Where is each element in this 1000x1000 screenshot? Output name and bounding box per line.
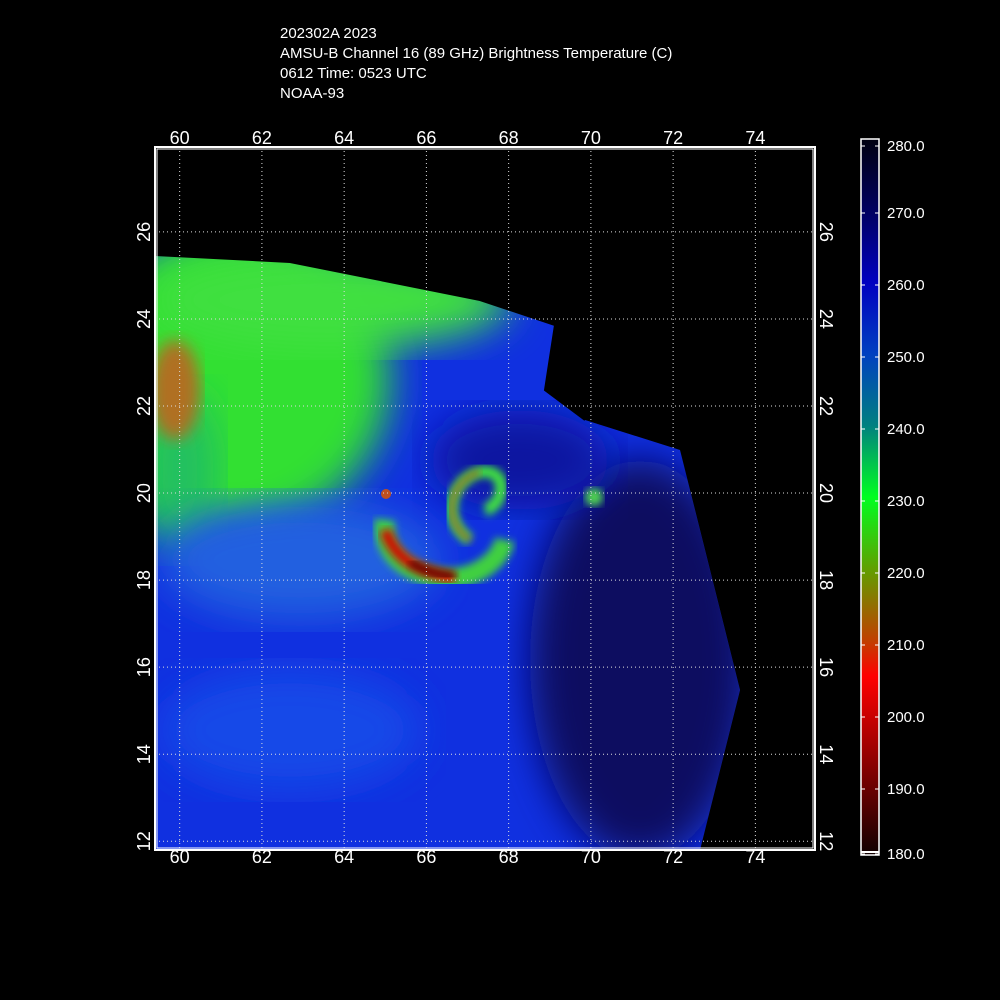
colorbar-label: 230.0 bbox=[887, 493, 925, 510]
colorbar-label: 180.0 bbox=[887, 846, 925, 863]
lon-tick-label-bottom: 70 bbox=[581, 847, 601, 867]
map-frame bbox=[154, 146, 816, 851]
lon-tick-label-top: 74 bbox=[745, 128, 765, 148]
colorbar-label: 250.0 bbox=[887, 349, 925, 366]
title-product: AMSU-B Channel 16 (89 GHz) Brightness Te… bbox=[280, 45, 673, 62]
storm-eyewall bbox=[374, 465, 603, 589]
lat-tick-label-left: 18 bbox=[134, 570, 154, 590]
colorbar-label: 210.0 bbox=[887, 637, 925, 654]
lat-tick-label-right: 14 bbox=[816, 744, 836, 764]
lat-tick-label-left: 24 bbox=[134, 309, 154, 329]
lon-tick-label-top: 66 bbox=[416, 128, 436, 148]
lat-tick-label-right: 12 bbox=[816, 831, 836, 851]
colorbar-label: 280.0 bbox=[887, 138, 925, 155]
lon-tick-label-top: 68 bbox=[499, 128, 519, 148]
title-time: 0612 Time: 0523 UTC bbox=[280, 65, 427, 82]
lat-tick-label-right: 18 bbox=[816, 570, 836, 590]
title-storm-id: 202302A 2023 bbox=[280, 25, 377, 42]
colorbar-label: 220.0 bbox=[887, 565, 925, 582]
colorbar-label: 190.0 bbox=[887, 781, 925, 798]
lat-tick-label-right: 26 bbox=[816, 222, 836, 242]
lat-tick-label-left: 16 bbox=[134, 657, 154, 677]
lat-tick-label-left: 14 bbox=[134, 744, 154, 764]
lat-tick-label-left: 20 bbox=[134, 483, 154, 503]
lon-tick-label-bottom: 64 bbox=[334, 847, 354, 867]
colorbar: 280.0 270.0 260.0 250.0 240.0 230.0 220.0 210.0… bbox=[860, 138, 925, 863]
lat-tick-label-right: 20 bbox=[816, 483, 836, 503]
plot-title: 202302A 2023 AMSU-B Channel 16 (89 GHz) … bbox=[280, 24, 672, 104]
lat-tick-label-right: 24 bbox=[816, 309, 836, 329]
lon-tick-label-bottom: 72 bbox=[663, 847, 683, 867]
lon-tick-label-top: 64 bbox=[334, 128, 354, 148]
satellite-imagery bbox=[155, 147, 815, 850]
lat-tick-label-right: 22 bbox=[816, 396, 836, 416]
lon-tick-label-bottom: 68 bbox=[499, 847, 519, 867]
lon-tick-label-top: 70 bbox=[581, 128, 601, 148]
title-satellite: NOAA-93 bbox=[280, 85, 345, 102]
lat-tick-label-right: 16 bbox=[816, 657, 836, 677]
colorbar-label: 240.0 bbox=[887, 421, 925, 438]
lat-tick-label-left: 26 bbox=[134, 222, 154, 242]
lon-tick-label-top: 72 bbox=[663, 128, 683, 148]
colorbar-label: 260.0 bbox=[887, 277, 925, 294]
lon-tick-label-bottom: 62 bbox=[252, 847, 272, 867]
lon-tick-label-bottom: 74 bbox=[745, 847, 765, 867]
lat-tick-label-left: 12 bbox=[134, 831, 154, 851]
lon-tick-label-bottom: 66 bbox=[416, 847, 436, 867]
lon-tick-label-top: 62 bbox=[252, 128, 272, 148]
lon-tick-label-top: 60 bbox=[170, 128, 190, 148]
lon-tick-label-bottom: 60 bbox=[170, 847, 190, 867]
colorbar-label: 200.0 bbox=[887, 709, 925, 726]
colorbar-label: 270.0 bbox=[887, 205, 925, 222]
lat-tick-label-left: 22 bbox=[134, 396, 154, 416]
colorbar-gradient bbox=[860, 138, 880, 856]
